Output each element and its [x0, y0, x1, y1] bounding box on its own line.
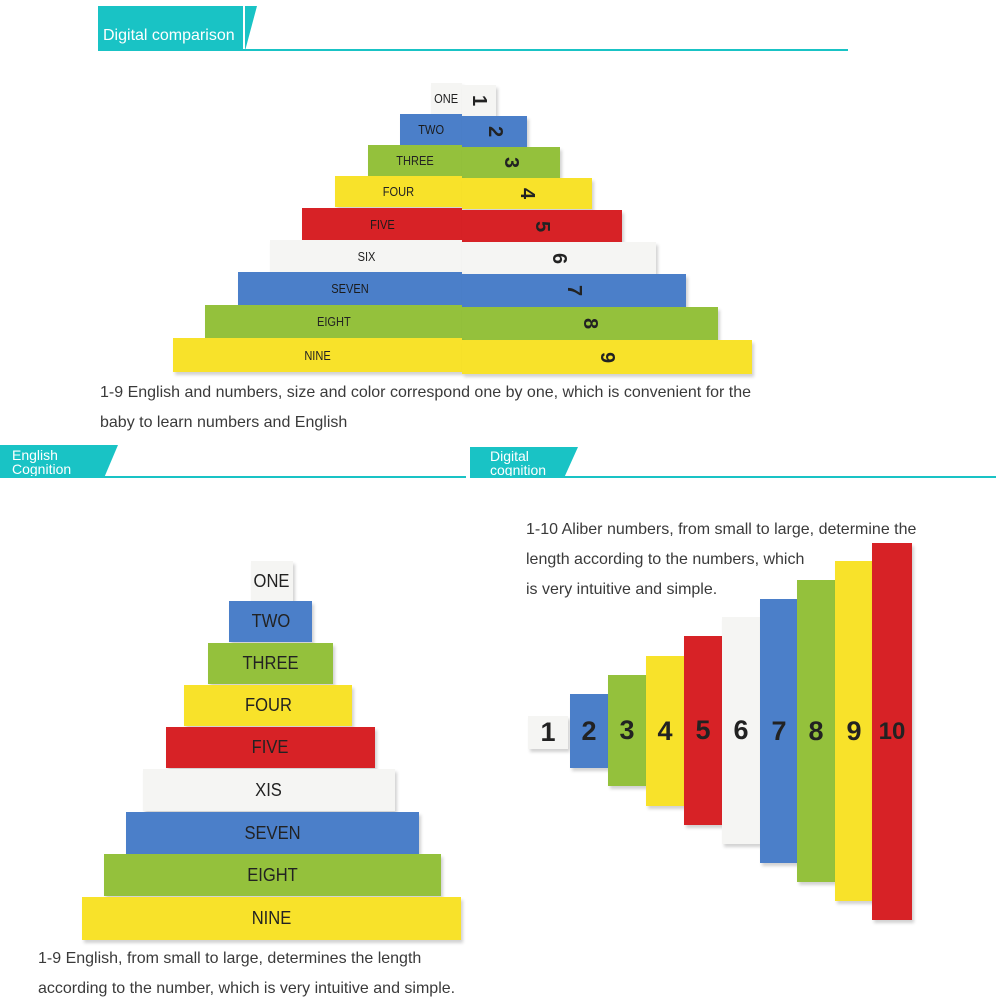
english-block: XIS: [143, 769, 395, 811]
english-word: FOUR: [244, 695, 292, 715]
number-block: 3: [462, 147, 560, 178]
word-block: FOUR: [335, 176, 462, 207]
caption-line: length according to the numbers, which: [526, 551, 805, 568]
english-word: NINE: [251, 908, 292, 928]
word-label: EIGHT: [316, 314, 351, 329]
number-block: 2: [462, 116, 527, 147]
caption-right: 1-10 Aliber numbers, from small to large…: [526, 515, 916, 605]
number-label: 6: [548, 252, 571, 264]
section-title-text-line2: cognition: [490, 462, 547, 478]
section-title-text-line1: English: [12, 447, 58, 463]
english-block: SEVEN: [126, 812, 419, 854]
number-bar-label: 7: [771, 715, 787, 746]
section-underline: [98, 49, 848, 51]
caption-line: is very intuitive and simple.: [526, 581, 718, 598]
number-bar-label: 5: [695, 715, 711, 745]
word-label: SEVEN: [331, 281, 369, 296]
caption-line: 1-9 English, from small to large, determ…: [38, 950, 422, 967]
word-block: FIVE: [302, 208, 462, 240]
number-label: 7: [563, 284, 586, 297]
word-label: NINE: [304, 347, 331, 363]
section-underline: [0, 476, 466, 478]
number-block: 1: [462, 85, 496, 116]
section-title-text: Digital comparison: [103, 27, 235, 44]
number-bar: 7: [760, 599, 798, 863]
number-block: 7: [462, 274, 686, 307]
number-label: 3: [500, 156, 523, 169]
caption-top: 1-9 English and numbers, size and color …: [100, 378, 751, 438]
section-title-text-line2: Cognition: [12, 461, 72, 477]
english-word: EIGHT: [247, 864, 298, 885]
english-block: THREE: [208, 643, 333, 684]
number-label: 5: [531, 220, 554, 232]
number-bar-label: 8: [808, 715, 824, 746]
number-bar-label: 1: [540, 717, 556, 747]
caption-left: 1-9 English, from small to large, determ…: [38, 944, 455, 1004]
number-bar-label: 10: [878, 717, 906, 745]
word-block: ONE: [431, 83, 462, 114]
caption-line: 1-10 Aliber numbers, from small to large…: [526, 521, 917, 538]
english-word: ONE: [254, 570, 290, 591]
number-bar: 2: [570, 694, 608, 768]
english-word: XIS: [255, 779, 283, 800]
word-label: ONE: [434, 91, 459, 106]
number-block: 5: [462, 210, 622, 242]
word-block: EIGHT: [205, 305, 462, 338]
section-title-text-line1: Digital: [490, 448, 529, 464]
word-label: SIX: [357, 248, 375, 264]
number-block: 9: [462, 340, 752, 374]
number-bar-label: 2: [581, 715, 597, 746]
english-word: FIVE: [252, 737, 289, 757]
number-label: 8: [579, 317, 602, 330]
word-block: NINE: [173, 338, 462, 372]
number-bar: 4: [646, 656, 684, 806]
english-block: EIGHT: [104, 854, 441, 896]
number-bar: 1: [528, 716, 568, 749]
word-block: TWO: [400, 114, 462, 145]
word-label: FIVE: [369, 216, 395, 232]
caption-line: according to the number, which is very i…: [38, 980, 456, 997]
word-block: SIX: [270, 240, 462, 272]
number-bar: 5: [684, 636, 722, 825]
word-block: THREE: [368, 145, 462, 176]
english-block: FIVE: [166, 727, 375, 768]
number-label: 9: [596, 351, 619, 363]
section-title-digital-comparison: Digital comparison: [98, 6, 257, 51]
number-bar: 10: [872, 543, 912, 920]
word-label: THREE: [396, 153, 434, 168]
number-label: 1: [468, 94, 491, 107]
english-word: SEVEN: [244, 822, 301, 843]
number-block: 4: [462, 178, 592, 209]
english-word: THREE: [242, 653, 299, 673]
caption-line: baby to learn numbers and English: [100, 414, 348, 431]
number-bar: 3: [608, 675, 646, 786]
number-label: 2: [484, 125, 506, 138]
number-bar: 9: [835, 561, 873, 901]
english-block: NINE: [82, 897, 461, 940]
word-block: SEVEN: [238, 272, 462, 305]
number-bar-label: 3: [619, 715, 635, 745]
english-word: TWO: [251, 611, 290, 631]
section-title-english-cognition: English Cognition: [0, 445, 118, 478]
number-block: 6: [462, 242, 656, 274]
word-label: FOUR: [382, 184, 415, 199]
number-bar-label: 9: [846, 715, 862, 746]
section-underline: [470, 476, 996, 478]
number-bar-label: 4: [657, 715, 673, 746]
english-block: ONE: [251, 561, 293, 601]
number-block: 8: [462, 307, 718, 340]
word-label: TWO: [418, 122, 444, 137]
number-bar-label: 6: [733, 715, 749, 745]
english-block: TWO: [229, 601, 312, 642]
number-bar: 6: [722, 617, 760, 844]
caption-line: 1-9 English and numbers, size and color …: [100, 384, 752, 401]
section-title-digital-cognition: Digital cognition: [470, 447, 578, 478]
number-bar: 8: [797, 580, 835, 882]
english-block: FOUR: [184, 685, 352, 726]
number-label: 4: [516, 187, 539, 200]
